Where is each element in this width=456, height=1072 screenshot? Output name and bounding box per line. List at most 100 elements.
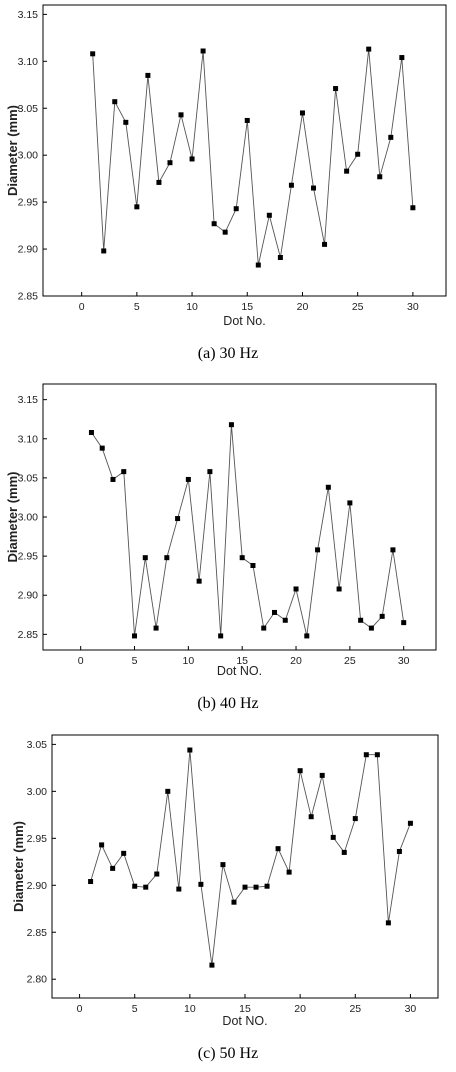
data-point — [132, 633, 138, 639]
x-tick-label: 20 — [294, 1003, 306, 1015]
data-point — [319, 772, 325, 778]
data-point — [355, 151, 361, 157]
data-point — [165, 788, 171, 794]
y-tick-label: 3.05 — [18, 103, 39, 115]
y-tick-label: 2.90 — [18, 244, 39, 256]
data-point — [322, 241, 328, 247]
data-point — [358, 617, 364, 623]
data-point — [90, 51, 96, 57]
y-axis-ticks: 2.80 2.85 2.90 2.95 3.00 3.05 — [27, 739, 56, 986]
data-point — [211, 221, 217, 227]
data-point — [142, 555, 148, 561]
data-point — [99, 842, 105, 848]
x-axis-ticks: 0 5 10 15 20 25 30 — [77, 994, 416, 1015]
data-point — [233, 206, 239, 212]
data-point — [99, 445, 105, 451]
data-point — [145, 72, 151, 78]
y-tick-label: 2.85 — [18, 629, 39, 641]
x-tick-label: 10 — [184, 1003, 196, 1015]
y-axis-ticks: 2.85 2.90 2.95 3.00 3.05 3.10 3.15 — [18, 9, 47, 303]
y-axis-title: Diameter (mm) — [11, 821, 26, 912]
y-tick-label: 3.15 — [18, 9, 39, 21]
chart-caption: (b) 40 Hz — [197, 695, 258, 712]
x-axis-title: Dot NO. — [217, 664, 262, 678]
data-point — [399, 55, 405, 61]
data-point — [344, 168, 350, 174]
data-point — [121, 469, 127, 475]
data-point — [207, 469, 213, 475]
data-point — [134, 204, 140, 210]
y-tick-label: 2.85 — [27, 927, 48, 939]
y-tick-label: 3.05 — [18, 472, 39, 484]
data-point — [377, 174, 383, 180]
x-tick-label: 15 — [241, 301, 253, 313]
y-tick-label: 2.85 — [18, 291, 39, 303]
data-point — [176, 886, 182, 892]
chart-caption: (a) 30 Hz — [198, 345, 258, 362]
data-point — [178, 112, 184, 118]
chart-3: 2.80 2.85 2.90 2.95 3.00 3.05 0 5 10 15 20 25 30 Dot … — [11, 734, 439, 1062]
data-point — [156, 179, 162, 185]
data-point — [220, 862, 226, 868]
data-point — [242, 884, 248, 890]
data-point — [112, 99, 118, 105]
data-point — [352, 816, 358, 822]
data-point — [228, 422, 234, 428]
data-point — [153, 625, 159, 631]
x-tick-label: 0 — [77, 1003, 83, 1015]
data-point — [288, 182, 294, 188]
y-tick-label: 3.00 — [18, 512, 39, 524]
x-axis-title: Dot No. — [223, 314, 265, 328]
x-tick-label: 20 — [290, 655, 302, 667]
y-tick-label: 3.10 — [18, 56, 39, 68]
y-tick-label: 3.00 — [18, 150, 39, 162]
x-tick-label: 5 — [134, 301, 140, 313]
data-point — [388, 134, 394, 140]
y-tick-label: 3.00 — [27, 786, 48, 798]
x-tick-label: 10 — [183, 655, 195, 667]
data-point — [390, 547, 396, 553]
data-point — [325, 484, 331, 490]
series-markers — [88, 747, 413, 968]
y-tick-label: 2.95 — [18, 197, 39, 209]
data-point — [368, 625, 374, 631]
y-tick-label: 2.90 — [27, 880, 48, 892]
data-point — [123, 119, 129, 125]
x-tick-label: 5 — [132, 1003, 138, 1015]
y-tick-label: 2.95 — [27, 833, 48, 845]
y-tick-label: 3.10 — [18, 433, 39, 445]
data-point — [311, 185, 317, 191]
x-tick-label: 25 — [349, 1003, 361, 1015]
data-point — [410, 205, 416, 211]
plot-frame — [42, 383, 437, 651]
data-point — [88, 430, 94, 436]
data-point — [347, 500, 353, 506]
data-point — [175, 516, 181, 522]
y-axis-title: Diameter (mm) — [5, 105, 20, 196]
data-point — [275, 846, 281, 852]
data-point — [250, 563, 256, 569]
chart-2: 2.85 2.90 2.95 3.00 3.05 3.10 3.15 0 5 10 15 20 25 30… — [5, 383, 437, 712]
data-point — [110, 865, 116, 871]
data-point — [167, 160, 173, 166]
x-axis-ticks: 0 5 10 15 20 25 30 — [78, 646, 410, 667]
data-point — [88, 879, 94, 885]
series-line — [90, 749, 411, 966]
data-point — [271, 609, 277, 615]
data-point — [209, 962, 215, 968]
y-tick-label: 2.80 — [27, 974, 48, 986]
data-point — [143, 884, 149, 890]
data-point — [315, 547, 321, 553]
y-tick-label: 3.15 — [18, 394, 39, 406]
x-tick-label: 20 — [297, 301, 309, 313]
x-tick-label: 25 — [352, 301, 364, 313]
data-point — [297, 768, 303, 774]
y-tick-label: 2.95 — [18, 551, 39, 563]
data-point — [366, 46, 372, 52]
data-point — [255, 262, 261, 268]
y-axis-ticks: 2.85 2.90 2.95 3.00 3.05 3.10 3.15 — [18, 394, 47, 641]
data-point — [164, 555, 170, 561]
data-point — [264, 883, 270, 889]
y-axis-title: Diameter (mm) — [5, 471, 20, 562]
data-point — [189, 156, 195, 162]
